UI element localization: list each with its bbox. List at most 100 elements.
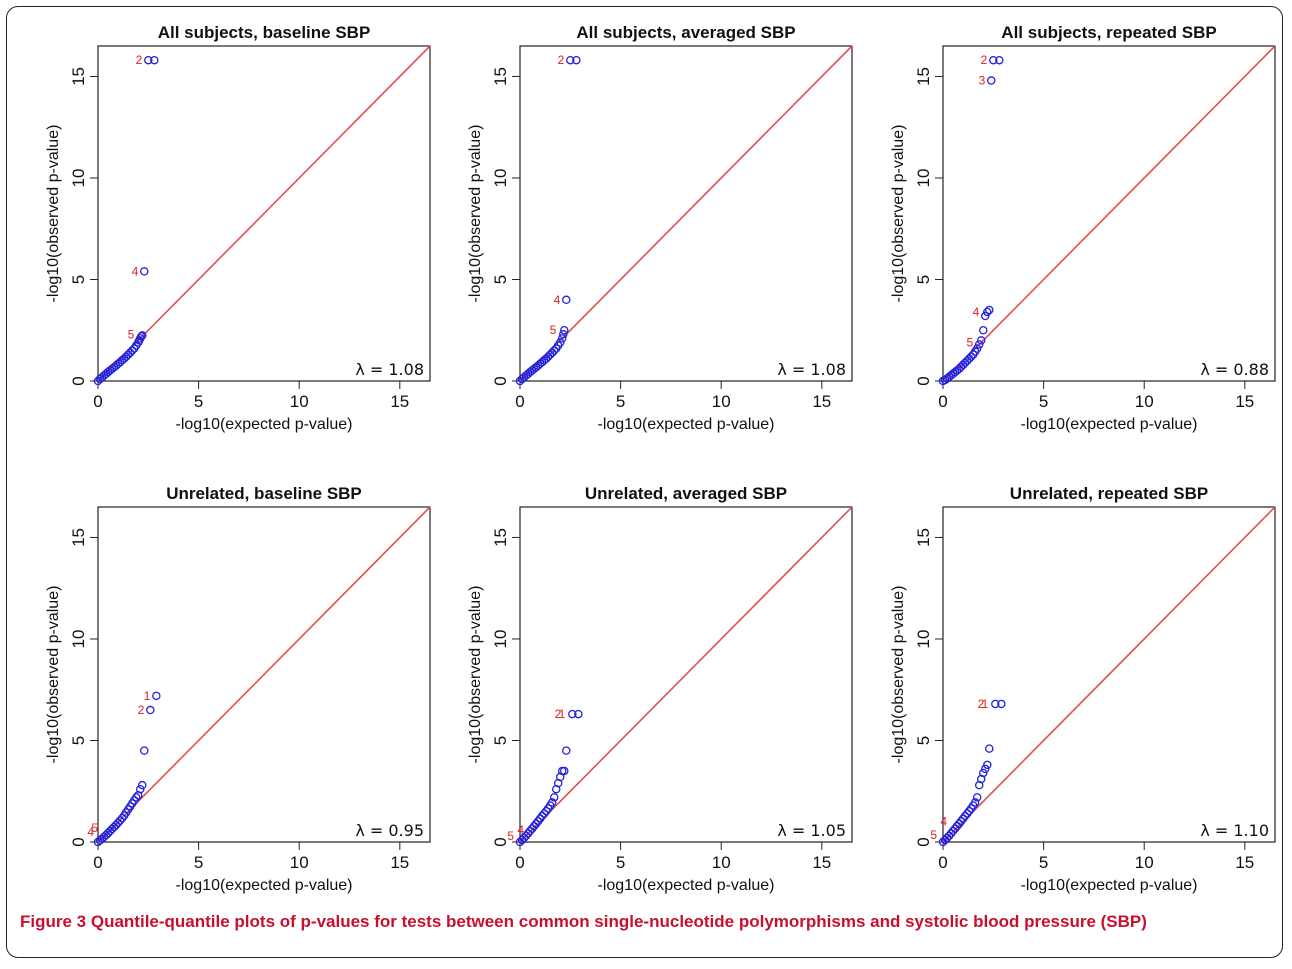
y-tick-label: 5: [491, 736, 510, 745]
data-point: [983, 307, 992, 317]
data-point: [123, 350, 133, 359]
x-tick-label: 0: [938, 392, 947, 411]
point-label: 2: [138, 703, 145, 717]
data-point: [107, 824, 117, 834]
panel-title: All subjects, averaged SBP: [576, 23, 795, 42]
x-tick-label: 0: [938, 853, 947, 872]
qq-panel-3: 0 5 10 15 0 5 10 15 All subjects, repeated SBP -l…: [890, 23, 1276, 433]
x-tick-label: 15: [1235, 392, 1254, 411]
data-point: [978, 768, 988, 778]
data-point: [560, 766, 569, 776]
data-point: [976, 336, 986, 345]
x-tick-label: 10: [290, 392, 309, 411]
lambda-annotation: λ = 1.05: [777, 821, 846, 840]
data-point: [978, 325, 988, 335]
reference-line: [519, 506, 853, 843]
y-axis-label: -log10(observed p-value): [45, 586, 62, 764]
point-label: 2: [981, 53, 988, 67]
lambda-annotation: λ = 1.08: [355, 360, 424, 379]
y-tick-label: 15: [491, 67, 510, 86]
x-tick-label: 5: [194, 392, 203, 411]
data-point: [137, 332, 146, 341]
data-point: [985, 305, 994, 315]
data-point: [974, 340, 984, 349]
data-point: [956, 817, 966, 826]
x-tick-label: 0: [515, 392, 524, 411]
plot-area-box: [97, 506, 431, 843]
x-tick-label: 0: [93, 853, 102, 872]
data-point: [136, 784, 145, 794]
point-label: 5: [967, 335, 974, 349]
y-tick-label: 10: [69, 169, 88, 188]
y-tick-label: 0: [491, 376, 510, 385]
reference-line: [97, 506, 431, 843]
y-tick-label: 15: [491, 528, 510, 547]
point-label: 4: [87, 825, 94, 839]
data-point: [962, 809, 972, 818]
lambda-annotation: λ = 1.10: [1200, 821, 1269, 840]
data-point: [541, 806, 551, 816]
x-tick-label: 15: [812, 392, 831, 411]
x-tick-label: 10: [712, 392, 731, 411]
qq-panel-1: 0 5 10 15 0 5 10 15 All subjects, baseline SBP -l…: [45, 23, 431, 433]
x-tick-label: 0: [515, 853, 524, 872]
data-point: [535, 814, 545, 823]
data-point: [574, 709, 583, 719]
data-point: [987, 76, 996, 85]
data-point: [545, 350, 555, 359]
data-point: [152, 691, 161, 701]
data-point: [549, 346, 559, 355]
point-label: 2: [136, 53, 143, 67]
data-point: [997, 699, 1006, 709]
y-tick-label: 0: [69, 376, 88, 385]
data-point: [547, 348, 557, 357]
plot-area-box: [519, 45, 853, 382]
data-point: [962, 356, 972, 365]
caption-label: Figure 3: [20, 912, 87, 931]
data-point: [964, 354, 974, 363]
data-point: [985, 744, 994, 753]
data-point: [559, 330, 568, 339]
data-point: [105, 826, 115, 836]
y-axis-label: -log10(observed p-value): [467, 125, 484, 303]
y-tick-label: 0: [914, 837, 933, 846]
y-tick-label: 10: [491, 169, 510, 188]
plot-area-box: [519, 506, 853, 843]
point-label: 4: [973, 305, 980, 319]
y-tick-label: 5: [491, 275, 510, 284]
data-point: [547, 798, 557, 807]
point-label: 2: [978, 697, 985, 711]
x-tick-label: 10: [1135, 392, 1154, 411]
y-tick-label: 15: [914, 528, 933, 547]
x-tick-label: 15: [390, 392, 409, 411]
y-tick-label: 10: [914, 169, 933, 188]
data-point: [972, 344, 982, 353]
data-point: [138, 331, 147, 340]
y-tick-label: 0: [914, 376, 933, 385]
data-point: [150, 55, 159, 65]
point-label: 1: [982, 697, 989, 711]
x-tick-label: 10: [290, 853, 309, 872]
y-tick-label: 5: [69, 736, 88, 745]
x-tick-label: 15: [812, 853, 831, 872]
data-point: [989, 55, 998, 65]
x-axis-label: -log10(expected p-value): [176, 416, 353, 433]
x-axis-label: -log10(expected p-value): [598, 877, 775, 894]
y-axis-label: -log10(observed p-value): [467, 586, 484, 764]
y-tick-label: 10: [491, 630, 510, 649]
data-point: [131, 793, 141, 802]
point-label: 3: [979, 74, 986, 88]
y-tick-label: 0: [69, 837, 88, 846]
lambda-annotation: λ = 1.08: [777, 360, 846, 379]
y-tick-label: 10: [69, 630, 88, 649]
data-point: [558, 334, 567, 343]
point-label: 5: [507, 829, 514, 843]
y-tick-label: 15: [914, 67, 933, 86]
data-point: [572, 55, 581, 65]
plot-area-box: [942, 45, 1276, 382]
data-point: [549, 793, 559, 802]
data-point: [125, 348, 135, 357]
